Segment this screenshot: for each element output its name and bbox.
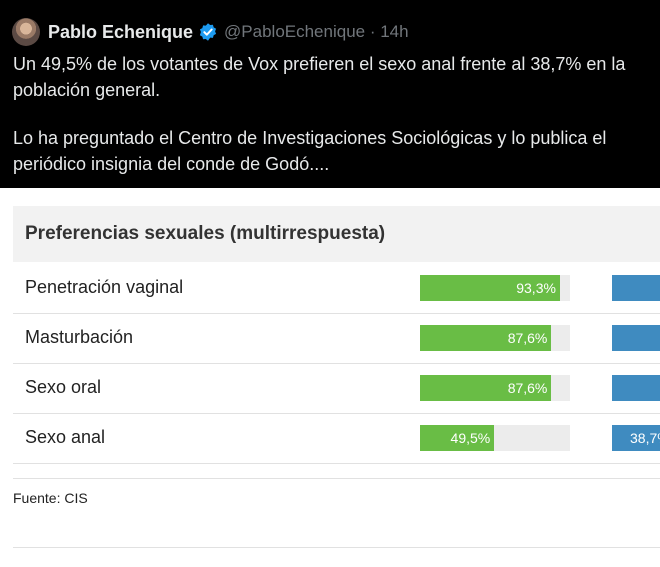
tweet-paragraph: Un 49,5% de los votantes de Vox prefiere… (13, 54, 626, 100)
chart-title: Preferencias sexuales (multirrespuesta) (25, 223, 386, 244)
category-label: Sexo anal (25, 427, 106, 447)
chart-title-bar: Preferencias sexuales (multirrespuesta) (13, 206, 660, 262)
data-label: 49,5% (450, 430, 491, 446)
divider (13, 478, 660, 479)
chart-image[interactable]: Preferencias sexuales (multirrespuesta) … (0, 188, 660, 567)
verified-badge-icon (199, 23, 217, 41)
bar (612, 275, 660, 301)
bar-track: 87,6% (420, 325, 570, 351)
chart-row: Masturbación 87,6% (13, 313, 660, 364)
chart-row: Sexo anal 49,5% 38,7% (13, 413, 660, 464)
bar: 93,3% (420, 275, 560, 301)
bar-track: 49,5% (420, 425, 570, 451)
handle-and-time[interactable]: @PabloEchenique · 14h (224, 22, 409, 41)
display-name[interactable]: Pablo Echenique (48, 21, 194, 42)
tweet-paragraph: Lo ha preguntado el Centro de Investigac… (13, 128, 607, 174)
category-label: Masturbación (25, 327, 134, 347)
data-label: 87,6% (507, 380, 548, 396)
data-label: 38,7% (630, 430, 660, 446)
bar: 49,5% (420, 425, 495, 451)
chart-row: Penetración vaginal 93,3% (13, 263, 660, 314)
bar (612, 375, 660, 401)
tweet-header: Pablo Echenique @PabloEchenique · 14h (12, 16, 409, 48)
divider (13, 547, 660, 548)
chart-source: Fuente: CIS (13, 490, 88, 506)
bar-track: 87,6% (420, 375, 570, 401)
data-label: 87,6% (507, 330, 548, 346)
bar (612, 325, 660, 351)
tweet-text: Un 49,5% de los votantes de Vox prefiere… (13, 51, 653, 177)
category-label: Penetración vaginal (25, 277, 184, 297)
bar: 38,7% (612, 425, 660, 451)
avatar[interactable] (12, 18, 40, 46)
chart-row: Sexo oral 87,6% (13, 363, 660, 414)
bar-track: 93,3% (420, 275, 570, 301)
data-label: 93,3% (516, 280, 556, 296)
bar: 87,6% (420, 375, 552, 401)
bar: 87,6% (420, 325, 552, 351)
category-label: Sexo oral (25, 377, 102, 397)
